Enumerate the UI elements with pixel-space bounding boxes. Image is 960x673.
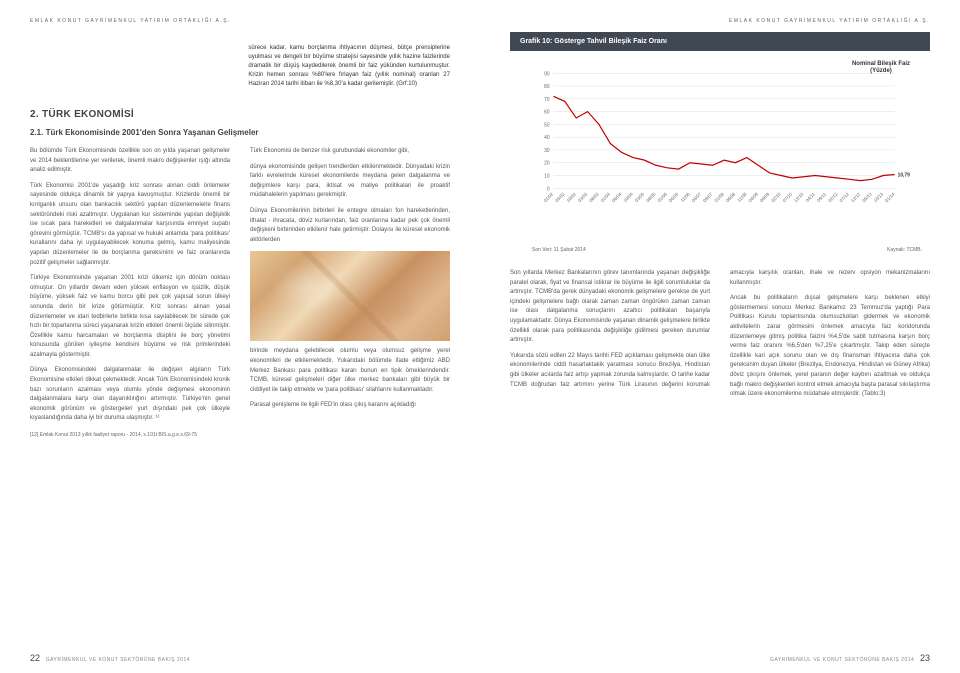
svg-text:02/12: 02/12 xyxy=(827,191,839,203)
svg-text:10/13: 10/13 xyxy=(873,191,885,203)
line-chart: 010203040506070809001/0205/0210/0203/030… xyxy=(532,63,922,217)
svg-text:08/05: 08/05 xyxy=(645,191,657,203)
paragraph: Parasal genişleme ile ilgili FED'in olas… xyxy=(250,401,450,411)
svg-text:70: 70 xyxy=(544,97,550,103)
svg-text:12/12: 12/12 xyxy=(850,191,862,203)
svg-text:01/04: 01/04 xyxy=(600,191,612,203)
svg-text:06/06: 06/06 xyxy=(668,191,680,203)
page-number-right: GAYRİMENKUL VE KONUT SEKTÖRÜNE BAKIŞ 201… xyxy=(770,653,930,663)
body-columns-left: Bu bölümde Türk Ekonomisinde özellikle s… xyxy=(30,147,450,424)
svg-text:09/07: 09/07 xyxy=(702,191,714,203)
svg-text:12/10: 12/10 xyxy=(793,191,805,203)
svg-text:11/08: 11/08 xyxy=(737,191,748,203)
paragraph: Ancak bu politikaların dışsal gelişmeler… xyxy=(730,294,930,400)
svg-text:40: 40 xyxy=(544,135,550,141)
svg-text:07/12: 07/12 xyxy=(839,191,851,203)
section-title: 2. TÜRK EKONOMİSİ xyxy=(30,109,450,120)
svg-text:0: 0 xyxy=(547,186,550,192)
chart-subtitle: Nominal Bileşik Faiz (Yüzde) xyxy=(852,61,910,75)
svg-text:01/06: 01/06 xyxy=(657,191,669,203)
svg-text:60: 60 xyxy=(544,110,550,116)
header-right: EMLAK KONUT GAYRİMENKUL YATIRIM ORTAKLIĞ… xyxy=(510,18,930,24)
svg-text:03/05: 03/05 xyxy=(634,191,646,203)
paragraph: birinde meydana gelebilecek olumlu veya … xyxy=(250,347,450,395)
svg-text:10: 10 xyxy=(544,173,550,179)
svg-text:80: 80 xyxy=(544,84,550,90)
svg-text:04/07: 04/07 xyxy=(691,191,703,203)
chart-footer: Son Veri: 11 Şubat 2014 Kaynak: TCMB. xyxy=(532,247,922,253)
paragraph: Türk Ekonomisi de benzer risk gurubundak… xyxy=(250,147,450,157)
paragraph: Bu bölümde Türk Ekonomisinde özellikle s… xyxy=(30,147,230,176)
svg-text:05/13: 05/13 xyxy=(861,191,873,203)
svg-text:04/11: 04/11 xyxy=(805,191,816,203)
intro-paragraph: sürece kadar, kamu borçlanma ihtiyacının… xyxy=(248,44,450,89)
page-number-left: 22 GAYRİMENKUL VE KONUT SEKTÖRÜNE BAKIŞ … xyxy=(30,653,190,663)
page-num: 23 xyxy=(920,653,930,663)
chart-source-left: Son Veri: 11 Şubat 2014 xyxy=(532,247,586,253)
svg-text:20: 20 xyxy=(544,161,550,167)
svg-text:90: 90 xyxy=(544,71,550,77)
chart-title-box: Grafik 10: Gösterge Tahvil Bileşik Faiz … xyxy=(510,32,930,51)
svg-text:10,79: 10,79 xyxy=(898,172,910,178)
footnote: [12] Emlak Konut 2013 yıllık faaliyet ra… xyxy=(30,432,450,438)
svg-text:06/08: 06/08 xyxy=(725,191,737,203)
svg-text:05/02: 05/02 xyxy=(554,191,566,203)
page-left: EMLAK KONUT GAYRİMENKUL YATIRIM ORTAKLIĞ… xyxy=(0,0,480,673)
svg-text:04/09: 04/09 xyxy=(748,191,760,203)
body-columns-right: Son yıllarda Merkez Bankalarının görev t… xyxy=(510,269,930,400)
chart-source-right: Kaynak: TCMB. xyxy=(887,247,922,253)
paragraph: dünya ekonomisinde gelişen trendlerden e… xyxy=(250,163,450,201)
footer-text: GAYRİMENKUL VE KONUT SEKTÖRÜNE BAKIŞ 201… xyxy=(770,657,914,663)
chart-subtitle-line1: Nominal Bileşik Faiz xyxy=(852,61,910,67)
svg-text:09/11: 09/11 xyxy=(816,191,827,203)
svg-text:10/02: 10/02 xyxy=(566,191,578,203)
svg-text:01/08: 01/08 xyxy=(714,191,726,203)
svg-text:03/03: 03/03 xyxy=(577,191,589,203)
paragraph: Türkiye Ekonomisinde yaşanan 2001 krizi … xyxy=(30,274,230,360)
page-right: EMLAK KONUT GAYRİMENKUL YATIRIM ORTAKLIĞ… xyxy=(480,0,960,673)
banknotes-image xyxy=(250,251,450,341)
paragraph: Türk Ekonomisi 2001'de yaşadığı kriz son… xyxy=(30,182,230,268)
svg-text:30: 30 xyxy=(544,148,550,154)
chart-subtitle-line2: (Yüzde) xyxy=(870,68,892,74)
svg-text:50: 50 xyxy=(544,122,550,128)
svg-text:02/10: 02/10 xyxy=(770,191,782,203)
svg-text:11/06: 11/06 xyxy=(680,191,691,203)
svg-text:07/10: 07/10 xyxy=(782,191,794,203)
svg-text:08/03: 08/03 xyxy=(588,191,600,203)
paragraph: Son yıllarda Merkez Bankalarının görev t… xyxy=(510,269,710,346)
chart-area: Nominal Bileşik Faiz (Yüzde) 0 10 20 30 40 50… xyxy=(510,57,930,257)
svg-text:01/02: 01/02 xyxy=(543,191,555,203)
svg-text:09/09: 09/09 xyxy=(759,191,771,203)
header-left: EMLAK KONUT GAYRİMENKUL YATIRIM ORTAKLIĞ… xyxy=(30,18,450,24)
paragraph: Dünya Ekonomilerinin birbirleri ile ente… xyxy=(250,207,450,245)
svg-text:01/14: 01/14 xyxy=(884,191,896,203)
svg-text:06/04: 06/04 xyxy=(611,191,623,203)
svg-text:10/04: 10/04 xyxy=(623,191,635,203)
footer-text: GAYRİMENKUL VE KONUT SEKTÖRÜNE BAKIŞ 201… xyxy=(46,657,190,663)
subsection-title: 2.1. Türk Ekonomisinde 2001'den Sonra Ya… xyxy=(30,128,450,137)
paragraph: Dünya Ekonomisindeki dalgalanmalar ile d… xyxy=(30,366,230,424)
page-num: 22 xyxy=(30,653,40,663)
